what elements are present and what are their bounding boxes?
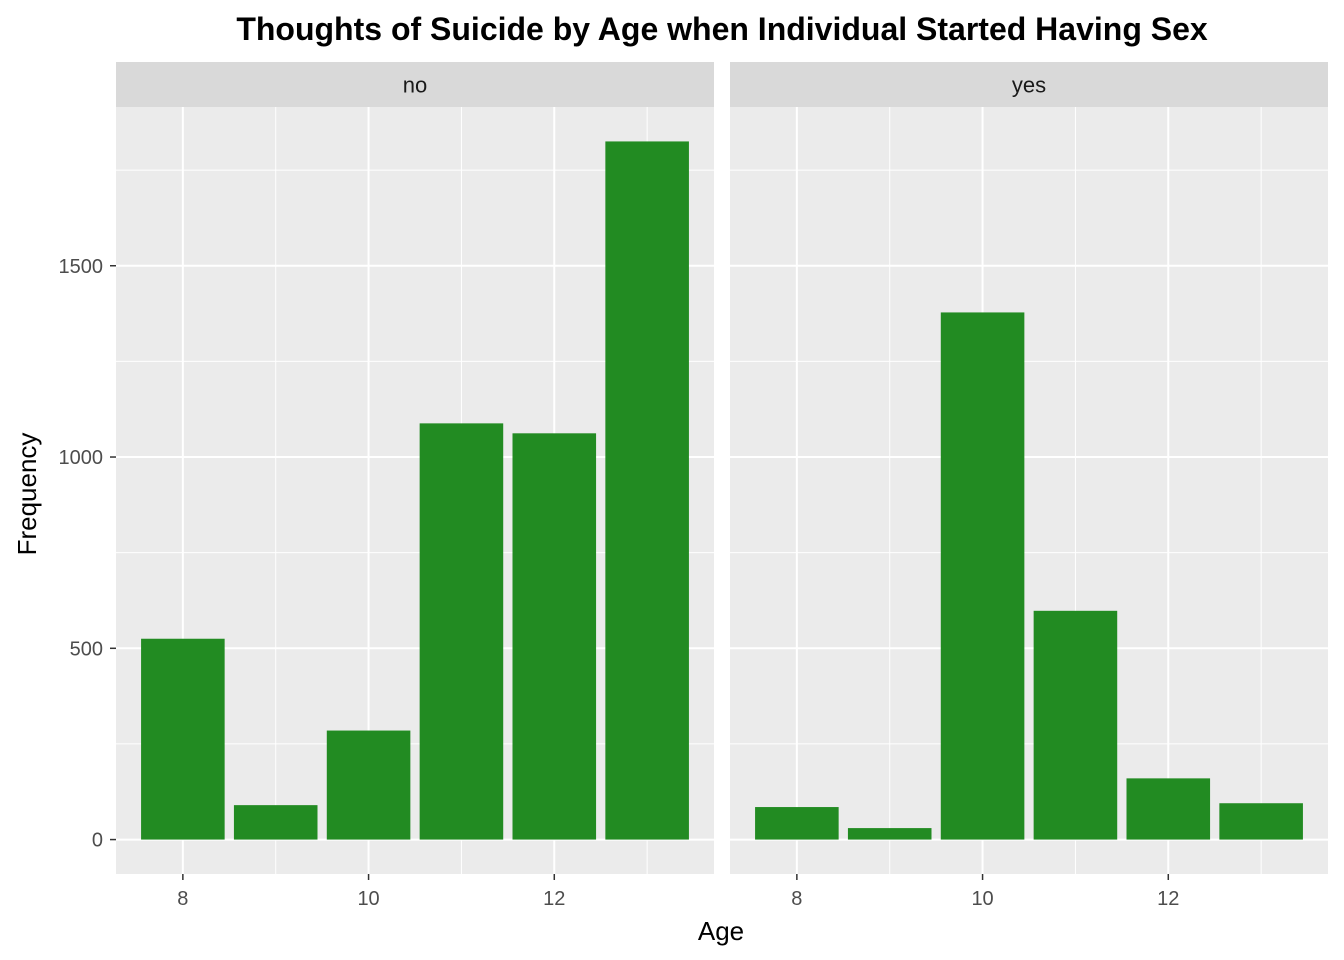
facet-strip-label: no [403,73,427,98]
x-axis-title: Age [698,916,744,946]
chart-title: Thoughts of Suicide by Age when Individu… [236,11,1208,47]
bar-no-age-13 [605,141,689,840]
bar-no-age-12 [512,433,597,840]
x-tick-label: 10 [357,888,379,910]
facet-panel-no: no 8 10 12 [116,62,714,910]
x-tick-label: 8 [791,888,802,910]
y-axis-title: Frequency [12,433,42,556]
facet-strip [730,62,1328,107]
bar-no-age-8 [141,638,225,840]
x-tick-label: 10 [971,888,993,910]
facet-strip-label: yes [1012,73,1046,98]
bar-no-age-9 [233,805,318,840]
y-tick-label: 1500 [59,256,104,278]
bar-yes-age-9 [847,828,932,840]
panel-background [730,107,1328,874]
y-tick-label: 500 [70,638,103,660]
bar-no-age-11 [419,423,504,840]
bar-yes-age-10 [940,312,1025,840]
x-tick-label: 12 [1157,888,1179,910]
x-tick-label: 8 [177,888,188,910]
y-tick-label: 1000 [59,447,104,469]
bar-yes-age-11 [1033,610,1118,840]
y-tick-label: 0 [92,830,103,852]
x-tick-label: 12 [543,888,565,910]
facet-panel-yes: yes 8 10 12 [730,62,1328,910]
bar-no-age-10 [326,730,411,840]
bar-yes-age-13 [1219,803,1303,840]
bar-yes-age-8 [755,807,839,840]
facet-strip [116,62,714,107]
facet-panels: 0 500 1000 1500 no 8 10 12 yes 8 10 12 [59,62,1328,910]
bar-yes-age-12 [1126,778,1211,840]
